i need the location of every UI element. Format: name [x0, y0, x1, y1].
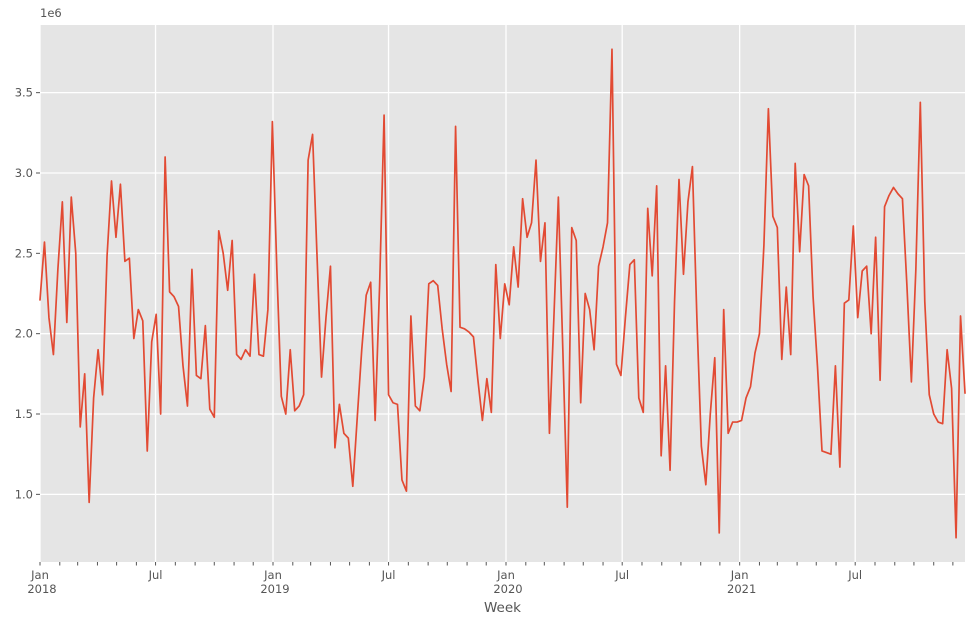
x-tick-year-label: 2020: [493, 582, 522, 596]
x-axis-title: Week: [484, 600, 521, 616]
y-tick-label: 1.0: [15, 487, 33, 501]
x-tick-label: Jan: [263, 568, 282, 582]
y-tick-label: 1.5: [15, 407, 33, 421]
y-tick-label: 2.0: [15, 327, 33, 341]
x-tick-label: Jan: [30, 568, 49, 582]
y-tick-label: 2.5: [15, 246, 33, 260]
y-tick-label: 3.0: [15, 166, 33, 180]
y-tick-label: 3.5: [15, 86, 33, 100]
x-tick-label: Jan: [730, 568, 749, 582]
plot-area: [40, 25, 965, 562]
x-tick-year-label: 2021: [727, 582, 756, 596]
x-tick-label: Jan: [496, 568, 515, 582]
x-tick-year-label: 2019: [260, 582, 289, 596]
x-tick-label: Jul: [381, 568, 396, 582]
x-tick-year-label: 2018: [27, 582, 56, 596]
x-tick-label: Jul: [847, 568, 862, 582]
x-tick-label: Jul: [614, 568, 629, 582]
y-axis-offset-label: 1e6: [40, 6, 62, 20]
data-line: [39, 48, 966, 539]
x-tick-label: Jul: [148, 568, 163, 582]
